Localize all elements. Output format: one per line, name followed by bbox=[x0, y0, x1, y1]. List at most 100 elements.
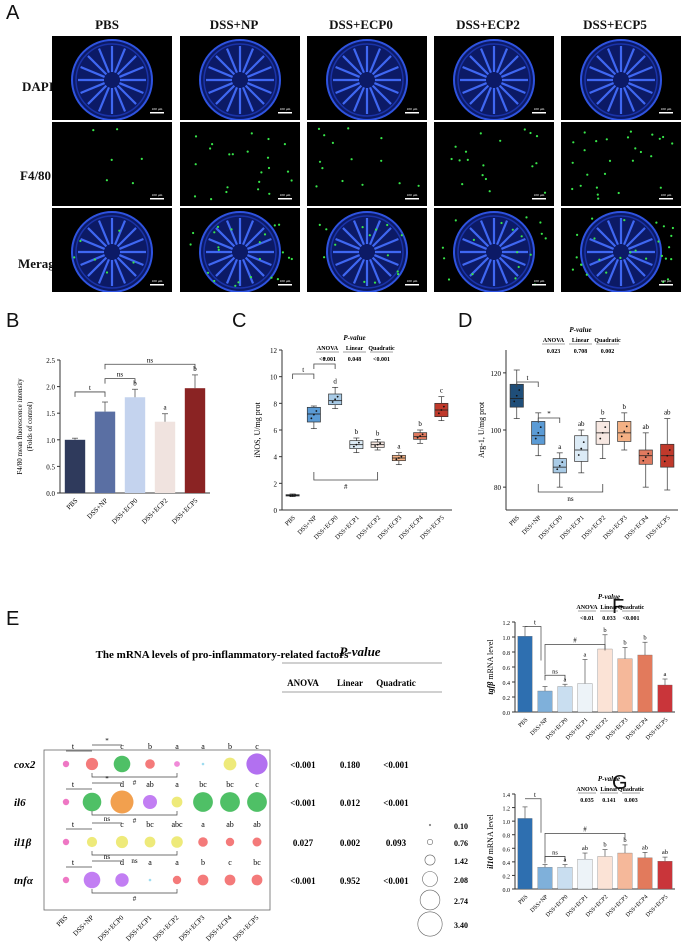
pvalue-value: 0.035 bbox=[580, 798, 594, 804]
pvalue-header: Linear bbox=[600, 605, 618, 611]
scale-bar bbox=[659, 284, 673, 286]
colon-fold bbox=[606, 86, 619, 112]
gene-label: il6 bbox=[14, 797, 26, 809]
bar bbox=[637, 857, 653, 890]
pvalue-value: 0.180 bbox=[340, 760, 361, 770]
f480-signal-dot bbox=[400, 234, 403, 237]
t-label: t bbox=[72, 780, 75, 789]
colon-fold bbox=[498, 84, 519, 105]
f480-signal-dot bbox=[626, 136, 630, 139]
bar bbox=[657, 861, 673, 890]
colon-fold bbox=[97, 220, 110, 246]
significance-label: t bbox=[302, 366, 304, 374]
f480-signal-dot bbox=[662, 135, 665, 139]
scale-bar bbox=[278, 284, 292, 286]
f480-signal-dot bbox=[230, 228, 233, 231]
data-point bbox=[442, 405, 445, 408]
colon-fold bbox=[479, 258, 492, 284]
significance-bracket bbox=[544, 856, 566, 862]
y-tick-label: 0.2 bbox=[503, 696, 511, 702]
bottom-bracket bbox=[313, 472, 379, 481]
gene-label: cox2 bbox=[14, 759, 36, 771]
f480-signal-dot bbox=[270, 276, 273, 279]
f480-signal-dot bbox=[617, 191, 620, 195]
f480-signal-dot bbox=[670, 234, 673, 237]
f480-signal-dot bbox=[273, 224, 276, 227]
bubble bbox=[174, 761, 180, 767]
size-legend-label: 0.10 bbox=[454, 822, 468, 831]
group-letter: a bbox=[148, 858, 152, 867]
pvalue-header: ANOVA bbox=[287, 678, 319, 688]
bar bbox=[657, 684, 673, 713]
bubble bbox=[251, 874, 263, 886]
y-tick-label: 0.8 bbox=[503, 651, 511, 657]
gene-label: tnfα bbox=[14, 875, 34, 887]
f480-signal-dot bbox=[363, 280, 366, 283]
hash-bracket bbox=[91, 889, 178, 894]
group-letter: b bbox=[201, 858, 205, 867]
group-letter: c bbox=[120, 742, 124, 751]
x-tick-label: DSS+NP bbox=[86, 497, 110, 521]
x-tick-label: PBS bbox=[284, 514, 297, 527]
bar bbox=[517, 636, 533, 713]
group-letter: c bbox=[120, 820, 124, 829]
f480-signal-dot bbox=[571, 268, 574, 271]
f480-signal-dot bbox=[140, 157, 143, 160]
colon-fold bbox=[623, 258, 636, 284]
group-letter: ab bbox=[253, 820, 261, 829]
scale-bar bbox=[659, 198, 673, 200]
chart-g-il10: 0.0 0.2 0.4 0.6 0.8 1.0 1.2 1.4 il10 mRNA level a… bbox=[486, 775, 675, 919]
colon-fold bbox=[335, 237, 361, 250]
significance-bracket bbox=[74, 391, 106, 397]
colon-fold bbox=[369, 86, 382, 112]
significance-bracket bbox=[292, 373, 315, 379]
bubble bbox=[143, 795, 157, 809]
f480-signal-dot bbox=[593, 237, 596, 240]
data-point bbox=[419, 435, 422, 437]
colon-fold bbox=[246, 65, 272, 78]
group-label-dss-ecp2: DSS+ECP2 bbox=[456, 17, 520, 32]
data-point bbox=[315, 410, 318, 412]
colon-fold bbox=[589, 237, 615, 250]
f480-signal-dot bbox=[670, 258, 673, 261]
colon-fold bbox=[246, 237, 272, 250]
scale-bar bbox=[405, 112, 419, 114]
micrograph-merge-4: 100 μm bbox=[561, 208, 681, 292]
f480-signal-dot bbox=[226, 186, 229, 189]
colon-fold bbox=[623, 86, 636, 112]
bubble bbox=[110, 790, 134, 814]
colon-fold bbox=[116, 256, 137, 277]
colon-inner-ring bbox=[75, 43, 149, 117]
f480-signal-dot bbox=[287, 256, 291, 259]
hash-label: # bbox=[583, 825, 587, 833]
bubble bbox=[193, 792, 213, 812]
f480-signal-dot bbox=[516, 251, 519, 254]
micrograph-dapi-3: 100 μm bbox=[434, 36, 554, 120]
group-letter: b bbox=[643, 634, 646, 641]
f480-signal-dot bbox=[580, 263, 583, 266]
colon-inner-ring bbox=[584, 43, 658, 117]
scale-bar-label: 100 μm bbox=[661, 107, 672, 111]
micrograph-merge-3: 100 μm bbox=[434, 208, 554, 292]
colon-fold bbox=[625, 227, 646, 248]
f480-signal-dot bbox=[375, 228, 378, 231]
colon-fold bbox=[97, 48, 110, 74]
f480-signal-dot bbox=[268, 192, 271, 195]
f480-signal-dot bbox=[361, 183, 364, 186]
bar bbox=[537, 867, 553, 890]
pvalue-header: Quadratic bbox=[368, 346, 395, 352]
data-point bbox=[397, 457, 400, 459]
colon-fold bbox=[244, 256, 265, 277]
data-point bbox=[291, 494, 294, 497]
hash-label: # bbox=[573, 637, 577, 645]
y-tick-label: 12 bbox=[270, 347, 278, 355]
colon-fold bbox=[498, 227, 519, 248]
group-letter: bc bbox=[226, 780, 234, 789]
f480-signal-dot bbox=[380, 159, 383, 162]
f480-signal-dot bbox=[341, 179, 344, 183]
bubble bbox=[144, 836, 156, 848]
y-tick-label: 10 bbox=[270, 374, 278, 382]
f480-signal-dot bbox=[281, 251, 284, 254]
colon-fold bbox=[596, 84, 617, 105]
group-letter: b bbox=[228, 742, 232, 751]
